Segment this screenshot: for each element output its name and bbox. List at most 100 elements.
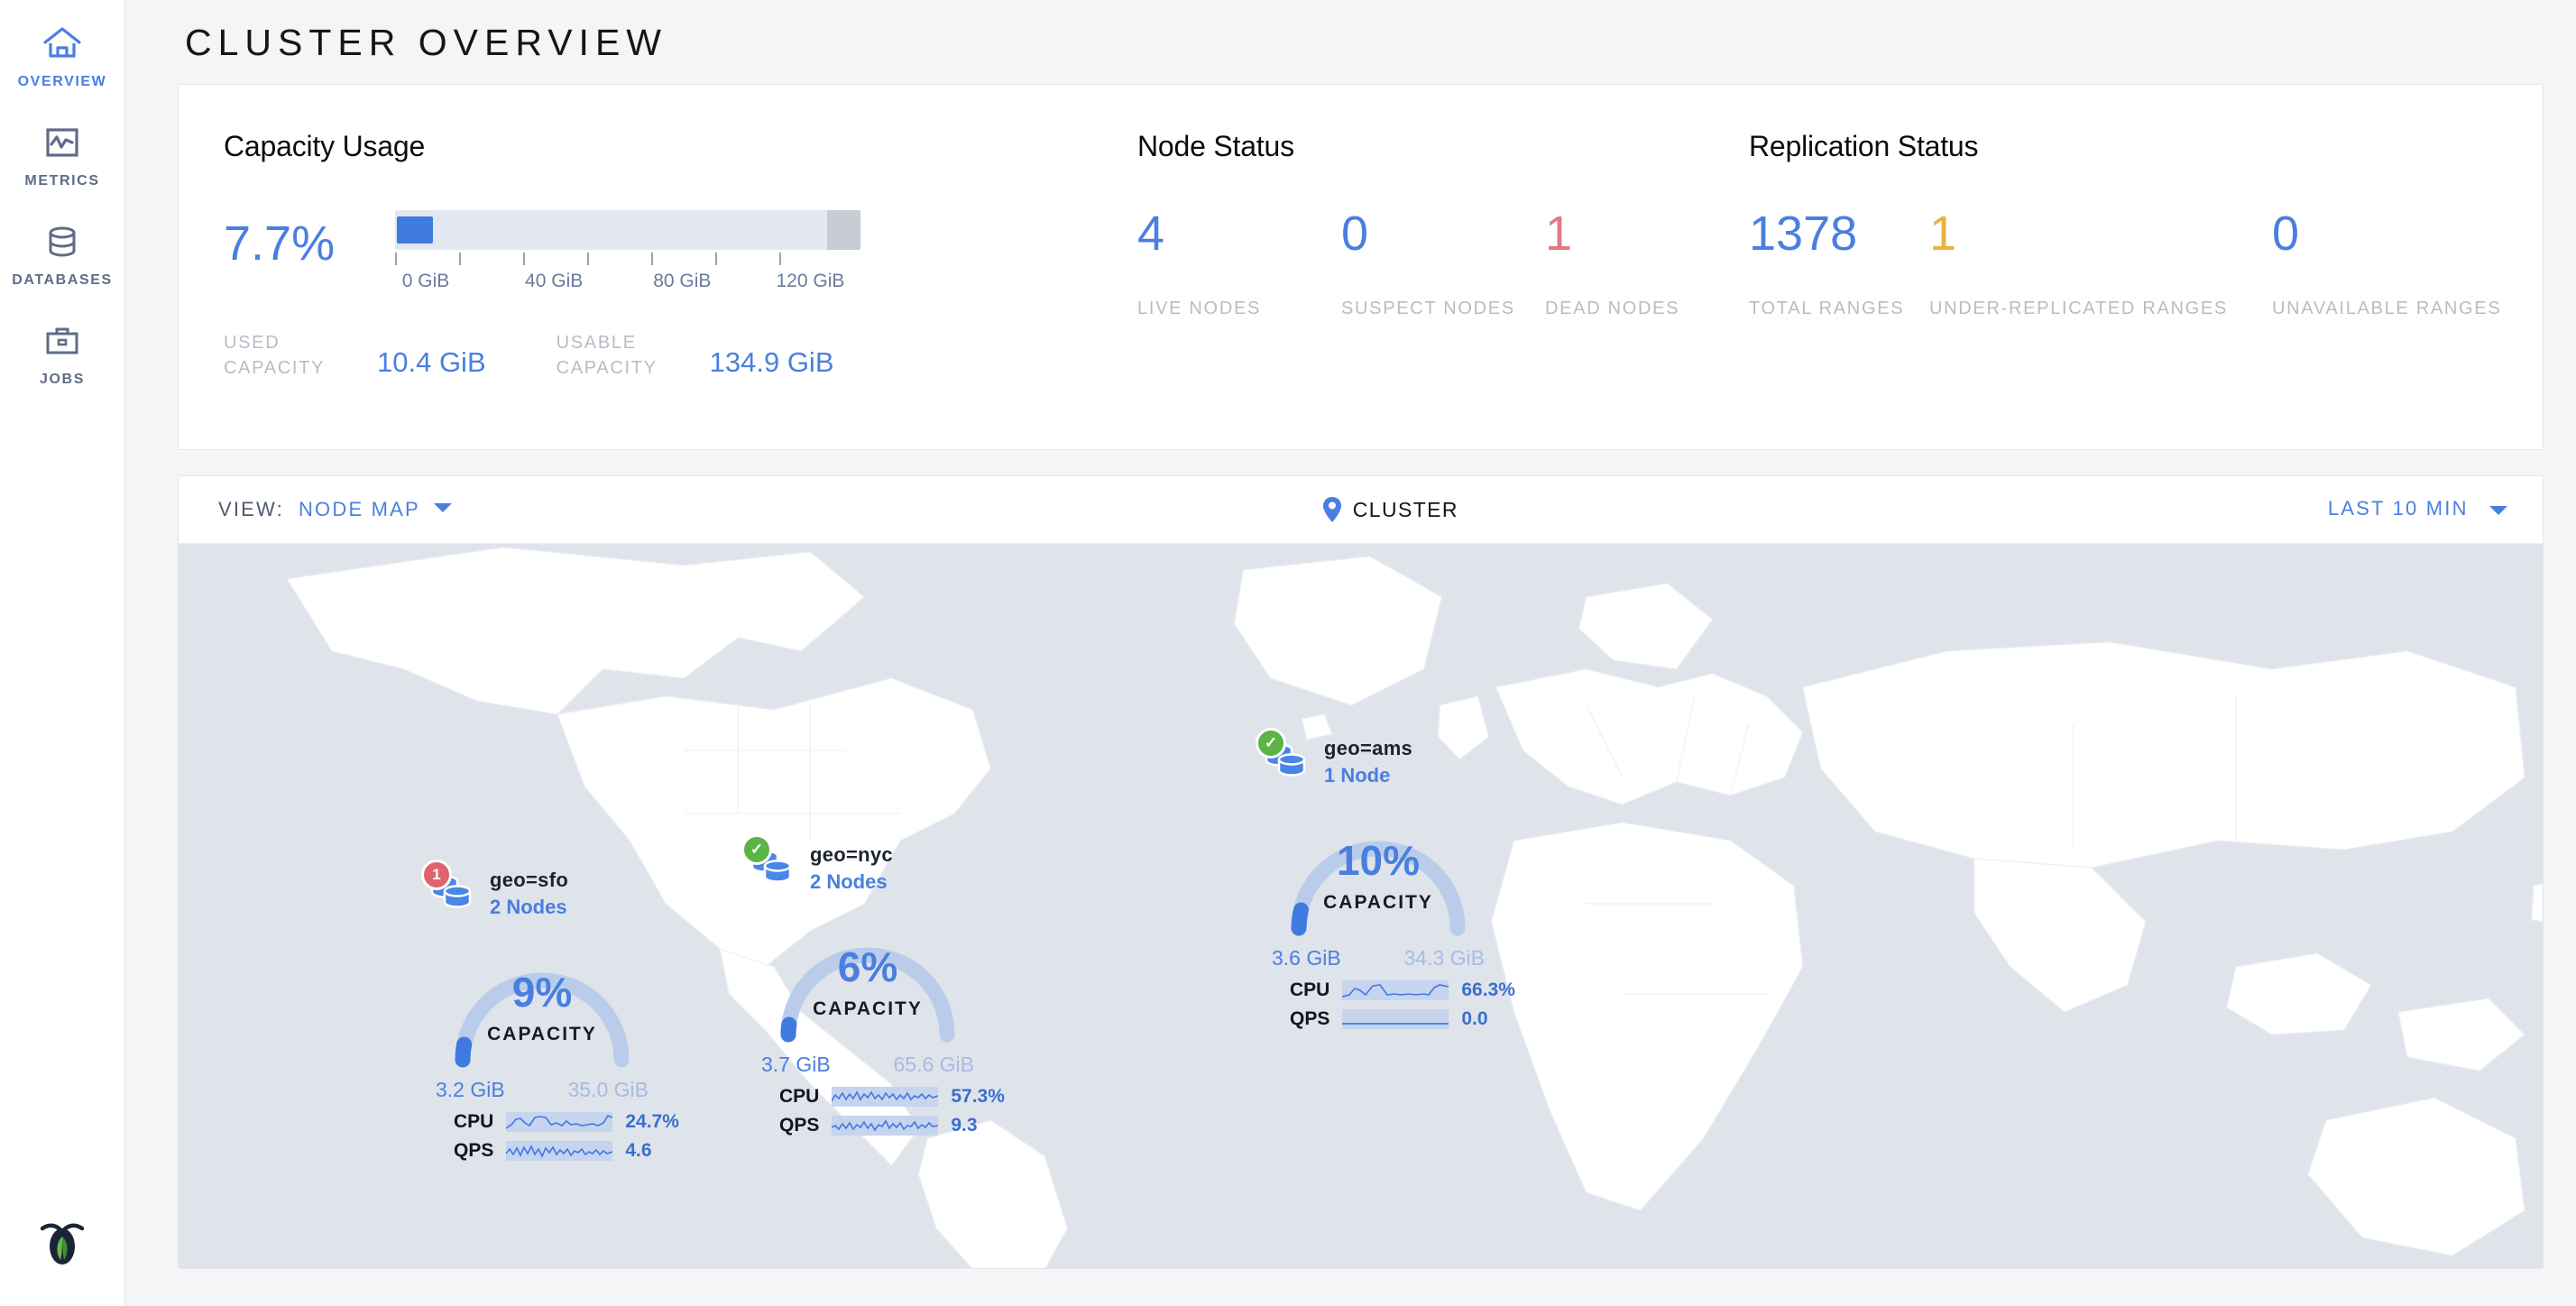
location-pin-icon bbox=[1322, 496, 1342, 523]
cluster-summary-card: Capacity Usage 7.7% 0 GiB 40 GiB 80 GiB 120… bbox=[178, 84, 2544, 450]
sidebar: OVERVIEW METRICS DATABASES bbox=[0, 0, 125, 1306]
view-selector[interactable]: VIEW: NODE MAP bbox=[218, 498, 453, 521]
metric-value: 4.6 bbox=[625, 1140, 652, 1161]
gauge-capacity-label: CAPACITY bbox=[1323, 892, 1433, 913]
gauge-arc bbox=[780, 947, 955, 1043]
capacity-percent: 7.7% bbox=[224, 216, 336, 271]
locality-header-sfo[interactable]: 1 bbox=[421, 860, 650, 919]
gauge-used: 3.2 GiB bbox=[436, 1078, 505, 1101]
sidebar-item-databases[interactable]: DATABASES bbox=[0, 198, 125, 298]
node-status-title: Node Status bbox=[1137, 130, 1294, 162]
cpu-sparkline-icon bbox=[831, 1087, 939, 1107]
locality-header-ams[interactable]: ✓ bbox=[1256, 728, 1486, 787]
usable-capacity-item: USABLE CAPACITY 134.9 GiB bbox=[557, 330, 834, 381]
gauge-arc bbox=[1291, 841, 1466, 936]
locality-node-count: 1 Node bbox=[1324, 764, 1391, 786]
axis-tick bbox=[459, 253, 462, 265]
locality-node-count: 2 Nodes bbox=[490, 896, 567, 918]
gauge-arc bbox=[455, 972, 630, 1068]
stat-dead-nodes: 1 DEAD NODES bbox=[1545, 208, 1749, 322]
node-status-section: Node Status 4 LIVE NODES 0 SUSPECT NODES… bbox=[1137, 130, 1749, 449]
gauge-center-nyc: 6% CAPACITY bbox=[759, 946, 976, 1020]
breadcrumb-cluster[interactable]: CLUSTER bbox=[1352, 497, 1458, 521]
metric-label: QPS bbox=[1290, 1008, 1330, 1029]
dead-nodes-label: DEAD NODES bbox=[1545, 298, 1680, 318]
metric-row-qps: QPS 9.3 bbox=[779, 1115, 978, 1136]
gauge-total: 34.3 GiB bbox=[1403, 946, 1486, 970]
metric-value: 24.7% bbox=[625, 1111, 679, 1132]
stat-live-nodes: 4 LIVE NODES bbox=[1137, 208, 1341, 322]
sidebar-item-overview[interactable]: OVERVIEW bbox=[0, 0, 125, 99]
metric-value: 66.3% bbox=[1461, 980, 1515, 1000]
metric-label: QPS bbox=[454, 1140, 494, 1161]
metric-value: 57.3% bbox=[951, 1086, 1005, 1107]
metric-label: CPU bbox=[779, 1086, 820, 1107]
stat-unavailable-ranges: 0 UNAVAILABLE RANGES bbox=[2272, 208, 2543, 322]
time-range-selector[interactable]: LAST 10 MIN bbox=[2328, 497, 2508, 521]
unavailable-ranges-label: UNAVAILABLE RANGES bbox=[2272, 298, 2502, 318]
view-label: VIEW: bbox=[218, 498, 284, 520]
sidebar-item-jobs[interactable]: JOBS bbox=[0, 298, 125, 397]
node-status-stats: 4 LIVE NODES 0 SUSPECT NODES 1 DEAD NODE… bbox=[1137, 208, 1749, 322]
stat-under-replicated-ranges: 1 UNDER-REPLICATED RANGES bbox=[1929, 208, 2272, 322]
dead-nodes-value: 1 bbox=[1545, 207, 1573, 261]
status-badge-dead: 1 bbox=[421, 860, 452, 890]
locality-marker-sfo[interactable]: 1 bbox=[421, 860, 679, 1162]
metric-row-cpu: CPU 66.3% bbox=[1290, 980, 1515, 1001]
axis-tick bbox=[395, 253, 397, 265]
capacity-axis-labels: 0 GiB 40 GiB 80 GiB 120 GiB bbox=[395, 271, 860, 294]
capacity-legend: USED CAPACITY 10.4 GiB USABLE CAPACITY 1… bbox=[224, 330, 1137, 381]
axis-tick bbox=[651, 253, 654, 265]
sidebar-label-databases: DATABASES bbox=[12, 272, 113, 288]
axis-tick-label: 0 GiB bbox=[401, 271, 450, 291]
axis-tick-label: 40 GiB bbox=[525, 271, 584, 291]
live-nodes-label: LIVE NODES bbox=[1137, 298, 1262, 318]
axis-tick bbox=[779, 253, 782, 265]
metric-label: CPU bbox=[1290, 980, 1330, 1000]
locality-name: geo=sfo bbox=[490, 869, 569, 891]
gauge-used: 3.6 GiB bbox=[1272, 946, 1341, 970]
gauge-capacity-label: CAPACITY bbox=[487, 1024, 597, 1044]
metric-row-qps: QPS 0.0 bbox=[1290, 1008, 1488, 1030]
chevron-down-icon[interactable] bbox=[433, 501, 453, 519]
usable-capacity-value: 134.9 GiB bbox=[709, 346, 834, 378]
qps-sparkline-icon bbox=[505, 1141, 613, 1161]
capacity-usage-title: Capacity Usage bbox=[224, 130, 426, 162]
home-icon bbox=[42, 20, 82, 67]
axis-tick-label: 80 GiB bbox=[653, 271, 712, 291]
gauge-values-ams: 3.6 GiB 34.3 GiB bbox=[1270, 946, 1486, 970]
world-map[interactable]: 1 bbox=[179, 544, 2543, 1268]
under-replicated-label: UNDER-REPLICATED RANGES bbox=[1929, 298, 2228, 318]
database-stack-icon: ✓ bbox=[741, 834, 797, 887]
qps-sparkline-icon bbox=[1342, 1009, 1449, 1029]
metric-rows-sfo: CPU 24.7% QPS 4. bbox=[434, 1111, 679, 1162]
gauge-center-ams: 10% CAPACITY bbox=[1270, 840, 1486, 914]
locality-marker-ams[interactable]: ✓ bbox=[1256, 728, 1515, 1030]
locality-marker-nyc[interactable]: ✓ bbox=[741, 834, 1005, 1136]
stat-suspect-nodes: 0 SUSPECT NODES bbox=[1341, 208, 1545, 322]
capacity-bar-wrapper: 0 GiB 40 GiB 80 GiB 120 GiB bbox=[395, 210, 860, 294]
world-map-svg bbox=[286, 547, 2543, 1268]
suspect-nodes-value: 0 bbox=[1341, 207, 1369, 261]
stat-total-ranges: 1378 TOTAL RANGES bbox=[1749, 208, 1929, 322]
metric-rows-nyc: CPU 57.3% QPS 9. bbox=[759, 1086, 1005, 1136]
capacity-gauge-ams: 10% CAPACITY 3.6 GiB 34.3 GiB CPU bbox=[1270, 793, 1515, 1030]
metric-row-cpu: CPU 57.3% bbox=[779, 1086, 1005, 1108]
chevron-down-icon[interactable] bbox=[2489, 499, 2508, 522]
locality-header-nyc[interactable]: ✓ bbox=[741, 834, 976, 894]
view-value[interactable]: NODE MAP bbox=[298, 498, 420, 520]
chart-icon bbox=[42, 119, 82, 166]
status-badge-ok: ✓ bbox=[741, 834, 772, 865]
database-stack-icon: ✓ bbox=[1256, 728, 1311, 780]
sidebar-label-overview: OVERVIEW bbox=[17, 74, 107, 89]
database-icon bbox=[42, 218, 82, 265]
capacity-bar bbox=[395, 210, 860, 250]
gauge-total: 35.0 GiB bbox=[567, 1078, 649, 1101]
sidebar-item-metrics[interactable]: METRICS bbox=[0, 99, 125, 198]
metric-rows-ams: CPU 66.3% QPS 0. bbox=[1270, 980, 1515, 1030]
gauge-values-sfo: 3.2 GiB 35.0 GiB bbox=[434, 1078, 650, 1102]
live-nodes-value: 4 bbox=[1137, 207, 1165, 261]
gauge-center-sfo: 9% CAPACITY bbox=[434, 971, 650, 1045]
status-badge-ok: ✓ bbox=[1256, 728, 1286, 759]
capacity-gauge-sfo: 9% CAPACITY 3.2 GiB 35.0 GiB CPU bbox=[434, 924, 679, 1162]
